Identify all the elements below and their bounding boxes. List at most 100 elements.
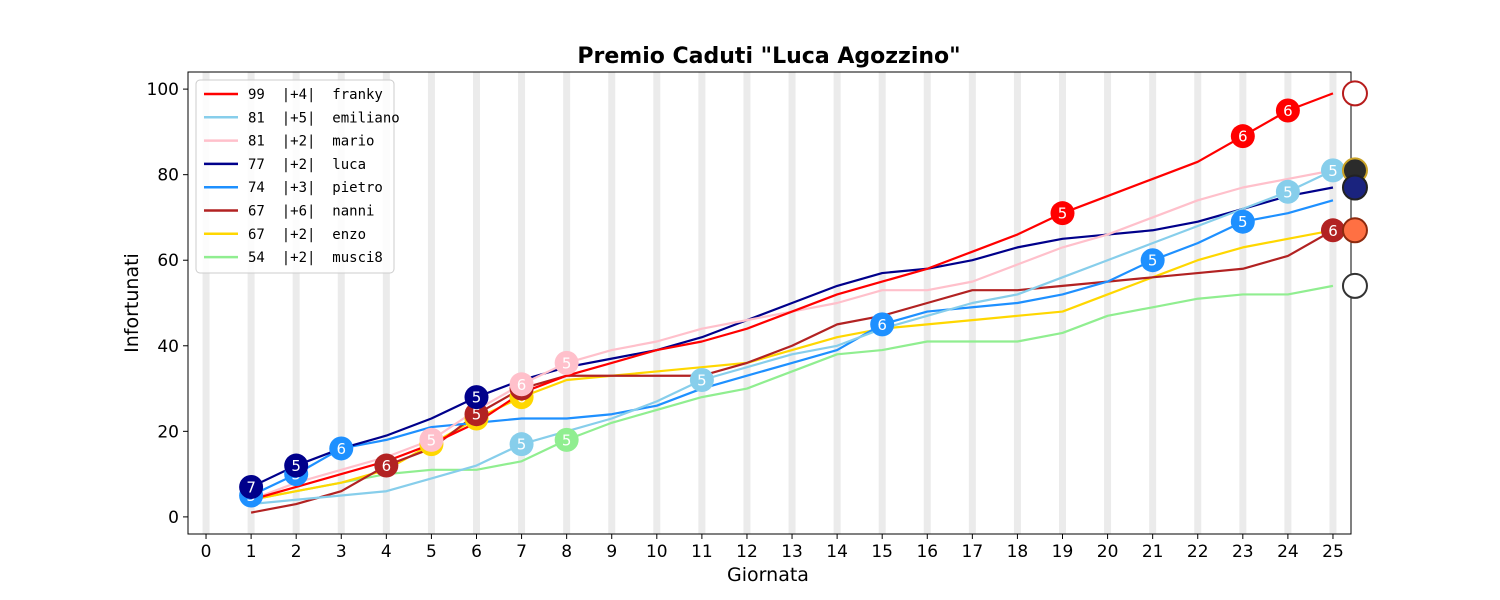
marker-luca: 7 (239, 474, 264, 499)
marker-nanni: 6 (374, 453, 399, 478)
marker-franky: 6 (1230, 124, 1255, 149)
marker-dot (1230, 124, 1255, 149)
legend-entry: 99 |+4| franky (204, 87, 383, 103)
x-tick-label: 2 (291, 542, 302, 562)
legend-label: 74 |+3| pietro (248, 180, 383, 196)
chart-title: Premio Caduti "Luca Agozzino" (577, 44, 960, 69)
marker-label: 6 (1238, 128, 1248, 146)
x-tick-label: 12 (736, 542, 758, 562)
marker-pietro: 5 (1230, 209, 1255, 234)
team-logos (1341, 80, 1368, 299)
marker-label: 6 (517, 376, 527, 394)
team-logo-musci8 (1341, 272, 1368, 299)
marker-dot (329, 436, 354, 461)
legend-entry: 67 |+6| nanni (204, 204, 374, 220)
marker-dot (1140, 248, 1165, 273)
marker-nanni: 5 (464, 402, 489, 427)
marker-luca: 5 (284, 453, 309, 478)
x-tick-label: 19 (1052, 542, 1074, 562)
marker-emiliano: 5 (1275, 179, 1300, 204)
x-tick-label: 9 (606, 542, 617, 562)
x-tick-label: 20 (1097, 542, 1119, 562)
vertical-band (1329, 72, 1337, 534)
vertical-band (292, 72, 300, 534)
vertical-band (1059, 72, 1067, 534)
marker-label: 6 (1283, 102, 1293, 120)
x-tick-label: 0 (201, 542, 212, 562)
vertical-band (1284, 72, 1292, 534)
marker-dot (374, 453, 399, 478)
x-tick-label: 18 (1007, 542, 1029, 562)
marker-pietro: 5 (1140, 248, 1165, 273)
x-tick-label: 22 (1187, 542, 1209, 562)
vertical-band (1104, 72, 1112, 534)
vertical-band (608, 72, 616, 534)
legend: 99 |+4| franky 81 |+5| emiliano 81 |+2| ma… (195, 79, 400, 274)
marker-dot (1320, 158, 1345, 183)
x-tick-label: 13 (781, 542, 803, 562)
vertical-band (337, 72, 345, 534)
marker-dot (1275, 98, 1300, 123)
marker-dot (554, 427, 579, 452)
marker-nanni: 6 (1320, 218, 1345, 243)
y-tick-label: 80 (157, 166, 179, 186)
marker-mario: 6 (509, 372, 534, 397)
marker-dot (1275, 179, 1300, 204)
vertical-band (743, 72, 751, 534)
x-tick-label: 5 (426, 542, 437, 562)
legend-label: 67 |+6| nanni (248, 204, 374, 220)
x-tick-label: 15 (871, 542, 893, 562)
legend-entry: 77 |+2| luca (204, 157, 366, 173)
x-tick-label: 21 (1142, 542, 1164, 562)
vertical-band (1194, 72, 1202, 534)
marker-label: 5 (562, 354, 572, 372)
marker-luca: 5 (464, 385, 489, 410)
marker-dot (1320, 218, 1345, 243)
x-tick-label: 6 (471, 542, 482, 562)
team-logo-nanni (1341, 217, 1368, 244)
marker-emiliano: 5 (1320, 158, 1345, 183)
vertical-band (247, 72, 255, 534)
marker-label: 6 (336, 440, 346, 458)
y-tick-label: 40 (157, 337, 179, 357)
vertical-band (427, 72, 435, 534)
x-tick-label: 25 (1322, 542, 1344, 562)
vertical-band (698, 72, 706, 534)
x-tick-label: 23 (1232, 542, 1254, 562)
vertical-band (1239, 72, 1247, 534)
marker-dot (284, 453, 309, 478)
marker-franky: 6 (1275, 98, 1300, 123)
marker-label: 5 (517, 436, 527, 454)
marker-pietro: 6 (870, 312, 895, 337)
vertical-band (472, 72, 480, 534)
vertical-band (382, 72, 390, 534)
marker-dot (464, 402, 489, 427)
y-tick-label: 100 (147, 80, 179, 100)
marker-mario: 5 (419, 427, 444, 452)
marker-dot (509, 432, 534, 457)
marker-dot (689, 368, 714, 392)
legend-label: 67 |+2| enzo (248, 227, 366, 243)
x-axis-title: Giornata (727, 564, 809, 586)
legend-box (195, 79, 395, 274)
marker-label: 5 (472, 406, 482, 424)
legend-label: 77 |+2| luca (248, 157, 366, 173)
marker-label: 5 (562, 431, 572, 449)
marker-label: 5 (1058, 205, 1068, 223)
team-logo-franky (1341, 80, 1368, 107)
series-line-luca (250, 186, 1334, 488)
marker-label: 5 (1148, 252, 1158, 270)
y-tick-label: 60 (157, 251, 179, 271)
marker-dot (870, 312, 895, 337)
x-tick-label: 16 (916, 542, 938, 562)
marker-label: 5 (472, 389, 482, 407)
legend-entry: 81 |+5| emiliano (204, 110, 400, 126)
x-tick-label: 4 (381, 542, 392, 562)
marker-label: 6 (1328, 222, 1338, 240)
marker-label: 7 (246, 478, 256, 496)
marker-label: 5 (291, 457, 301, 475)
series-markers: 556665665566557555655555566 (239, 98, 1345, 508)
marker-label: 5 (697, 372, 707, 390)
marker-dot (554, 350, 579, 375)
